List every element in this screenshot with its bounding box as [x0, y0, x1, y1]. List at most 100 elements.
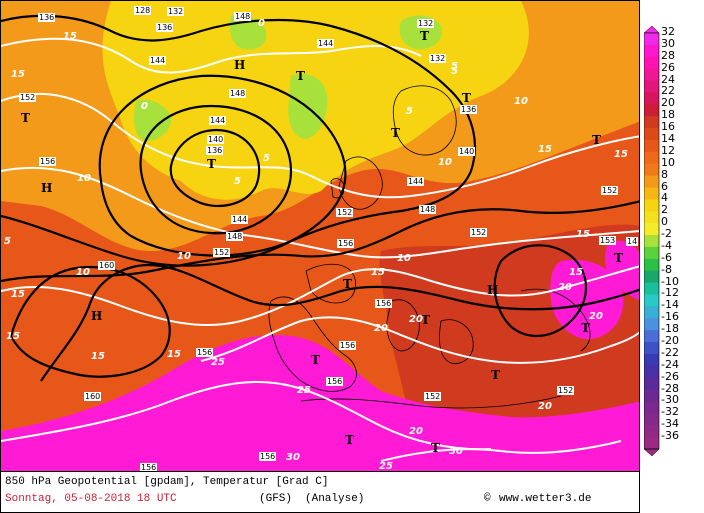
isotherm-label: 5: [451, 66, 458, 77]
legend-swatch: [644, 68, 659, 82]
isohypse-label: 148: [226, 232, 244, 241]
legend-swatch: [644, 425, 659, 438]
legend-value: 2: [661, 203, 668, 217]
isotherm-label: 10: [397, 253, 411, 264]
legend-value: 18: [661, 108, 675, 122]
coastline-italy: [386, 299, 420, 352]
isohypse-156-east: [493, 244, 588, 338]
caption-date: Sonntag, 05-08-2018 18 UTC: [5, 493, 177, 505]
isohypse-label: 156: [326, 377, 344, 386]
low-pressure-label: T: [431, 441, 440, 455]
isotherm-label: 20: [589, 311, 603, 322]
legend-swatch: [644, 92, 659, 105]
isotherm-label: 10: [76, 267, 90, 278]
legend-value: -22: [661, 345, 679, 359]
isotherm-label: 15: [11, 69, 25, 80]
isohypse-label: 148: [234, 12, 252, 21]
legend-swatch: [644, 175, 659, 189]
isohypse-label: 14: [626, 237, 639, 246]
isotherm-label: 0: [258, 18, 265, 29]
high-pressure-label: H: [234, 58, 246, 72]
isohypse-label: 144: [231, 215, 249, 224]
isohypse-label: 152: [557, 386, 575, 395]
isotherm-label: 20: [374, 323, 388, 334]
isotherm-label: 30: [449, 446, 463, 457]
low-pressure-label: T: [207, 157, 216, 171]
legend-value: -8: [661, 262, 672, 276]
legend-swatch: [644, 128, 659, 141]
legend-value: -6: [661, 250, 672, 264]
legend-value: 10: [661, 155, 675, 169]
isotherm-label: 20: [558, 282, 572, 293]
isohypse-label: 156: [39, 157, 57, 166]
legend-swatch: [644, 437, 659, 450]
legend-value: 32: [661, 25, 675, 38]
legend-value: 28: [661, 48, 675, 62]
isotherms: [1, 37, 639, 462]
isohypse-label: 152: [336, 208, 354, 217]
isotherm-label: 5: [4, 236, 11, 247]
legend-value: 12: [661, 143, 675, 157]
isotherm-label: 15: [63, 31, 77, 42]
legend-value: 30: [661, 36, 675, 50]
coastline-scandinavia: [392, 85, 457, 156]
legend-swatch: [644, 365, 659, 379]
low-pressure-label: T: [343, 277, 352, 291]
low-pressure-label: T: [491, 368, 500, 382]
isohypse-label: 148: [419, 205, 437, 214]
legend-value: -10: [661, 274, 679, 288]
legend-value: -36: [661, 429, 679, 443]
isotherm-label: 20: [409, 314, 423, 325]
isohypse-label: 132: [167, 7, 185, 16]
isohypse-label: 152: [470, 228, 488, 237]
legend-value: -28: [661, 381, 679, 395]
isotherm-label: 10: [438, 157, 452, 168]
isohypse-label: 136: [460, 105, 478, 114]
isohypse-label: 144: [317, 39, 335, 48]
legend-value: 8: [661, 167, 668, 181]
low-pressure-label: T: [420, 29, 429, 43]
isotherm-label: 15: [371, 267, 385, 278]
legend-swatch: [644, 330, 659, 343]
legend-swatch: [644, 163, 659, 177]
isotherm-label: 0: [141, 101, 148, 112]
isotherm-5: [1, 92, 639, 199]
legend-swatch: [644, 151, 659, 165]
legend-value: -32: [661, 405, 679, 419]
temperature-legend: 32 30 28 26 24 22 20 18 16 14 12 10 8 6 4 2 0 -2 -4 -6 -8 -10…: [644, 26, 704, 456]
low-pressure-label: T: [311, 353, 320, 367]
legend-value: -18: [661, 322, 679, 336]
legend-swatch: [644, 80, 659, 93]
isohypse-label: 144: [209, 116, 227, 125]
legend-value: 20: [661, 96, 675, 110]
cold-pocket-west: [134, 99, 172, 141]
hot-zone-iberia-africa: [1, 335, 639, 471]
low-pressure-label: T: [581, 321, 590, 335]
low-pressure-label: T: [391, 126, 400, 140]
legend-value: 14: [661, 131, 675, 145]
coastline-north-africa: [300, 395, 562, 409]
isotherm-label: 5: [406, 106, 413, 117]
isotherm-label: 15: [91, 351, 105, 362]
isotherm-label: 30: [286, 452, 300, 463]
isohypse-label: 144: [407, 177, 425, 186]
isotherm-label: 10: [514, 96, 528, 107]
isohypse-label: 140: [207, 135, 225, 144]
legend-value: -30: [661, 393, 679, 407]
legend-value: -34: [661, 417, 679, 431]
isohypse-label: 156: [337, 239, 355, 248]
isotherm-30: [380, 440, 622, 462]
isotherm-0: [1, 37, 422, 74]
isohypse-label: 136: [206, 146, 224, 155]
isohypse-156: [40, 263, 639, 382]
legend-border: [644, 32, 660, 450]
isohypse-label: 152: [19, 93, 37, 102]
legend-value: -24: [661, 357, 679, 371]
legend-value: 16: [661, 120, 675, 134]
legend-swatch: [644, 353, 659, 367]
legend-swatch: [644, 56, 659, 70]
legend-swatch: [644, 211, 659, 224]
isohypse-136-low: [169, 128, 261, 208]
isotherm-label: 15: [538, 144, 552, 155]
legend-swatch: [644, 294, 659, 307]
